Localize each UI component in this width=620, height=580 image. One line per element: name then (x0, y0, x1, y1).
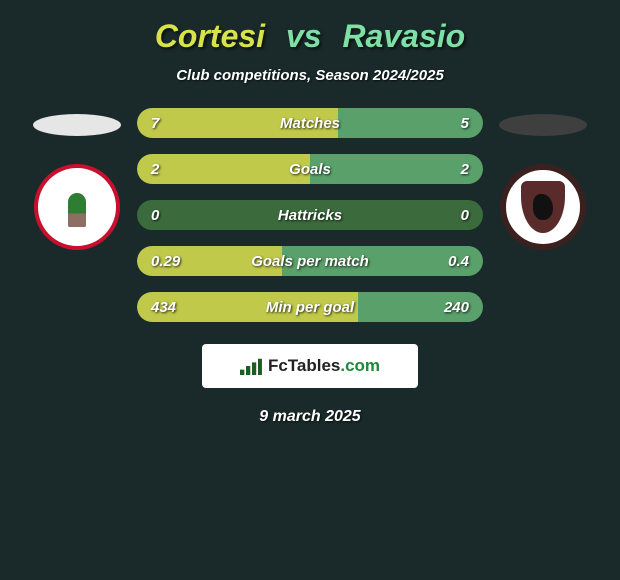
stat-bar: 434 Min per goal 240 (137, 292, 483, 322)
stat-label: Goals (289, 161, 331, 178)
stat-bar: 0.29 Goals per match 0.4 (137, 246, 483, 276)
stat-label: Min per goal (266, 299, 354, 316)
stat-value-left: 0.29 (151, 253, 180, 270)
comparison-widget: Cortesi vs Ravasio Club competitions, Se… (0, 0, 620, 436)
left-side (17, 108, 137, 250)
stat-bar: 7 Matches 5 (137, 108, 483, 138)
club-badge-left (34, 164, 120, 250)
date-text: 9 march 2025 (0, 408, 620, 426)
vs-text: vs (286, 18, 322, 54)
branding-name: FcTables (268, 356, 340, 375)
player1-silhouette (33, 114, 121, 136)
badge-tree-icon (68, 193, 86, 227)
stat-label: Goals per match (251, 253, 369, 270)
player2-name: Ravasio (342, 18, 465, 54)
stat-value-left: 434 (151, 299, 176, 316)
branding-text: FcTables.com (268, 356, 380, 376)
bar-chart-icon (240, 357, 262, 375)
content-row: 7 Matches 5 2 Goals 2 0 Hattricks 0 0.29 Goals per… (0, 108, 620, 322)
stat-label: Matches (280, 115, 340, 132)
stat-value-left: 7 (151, 115, 159, 132)
page-title: Cortesi vs Ravasio (0, 18, 620, 55)
badge-shield-icon (521, 181, 565, 233)
right-side (483, 108, 603, 250)
stat-value-left: 2 (151, 161, 159, 178)
bar-fill-left (137, 154, 310, 184)
stat-value-right: 5 (461, 115, 469, 132)
stat-label: Hattricks (278, 207, 342, 224)
subtitle: Club competitions, Season 2024/2025 (0, 67, 620, 84)
bar-fill-right (310, 154, 483, 184)
stat-bar: 0 Hattricks 0 (137, 200, 483, 230)
player2-silhouette (499, 114, 587, 136)
stat-value-left: 0 (151, 207, 159, 224)
badge-horse-icon (533, 194, 553, 220)
branding-domain: .com (340, 356, 380, 375)
stat-value-right: 240 (444, 299, 469, 316)
branding-box[interactable]: FcTables.com (202, 344, 418, 388)
club-badge-right (500, 164, 586, 250)
stat-value-right: 2 (461, 161, 469, 178)
stat-bars: 7 Matches 5 2 Goals 2 0 Hattricks 0 0.29 Goals per… (137, 108, 483, 322)
player1-name: Cortesi (155, 18, 265, 54)
stat-value-right: 0 (461, 207, 469, 224)
stat-value-right: 0.4 (448, 253, 469, 270)
stat-bar: 2 Goals 2 (137, 154, 483, 184)
